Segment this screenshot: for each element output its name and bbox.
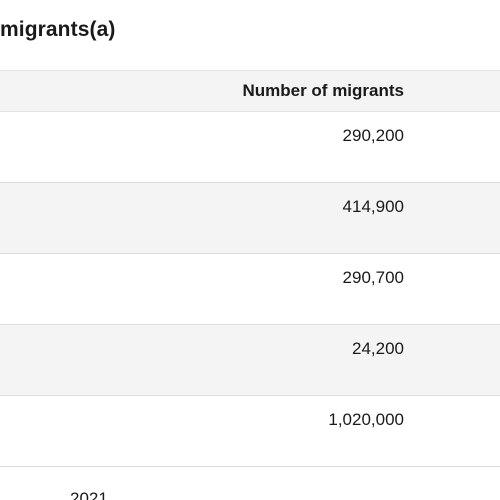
table-row: 1,020,000: [0, 396, 500, 467]
table-cell-value: 414,900: [342, 197, 404, 216]
table-title: migrants(a): [0, 18, 116, 41]
migrants-table: Number of migrants 290,200 414,900 290,7…: [0, 70, 500, 467]
table-header-row: Number of migrants: [0, 70, 500, 112]
table-cell-value: 1,020,000: [328, 410, 404, 429]
footnote-text: 2021: [70, 488, 130, 500]
column-header-number-of-migrants: Number of migrants: [242, 81, 404, 100]
footnote-year: 2021: [70, 489, 108, 500]
table-cell-value: 24,200: [352, 339, 404, 358]
table-row: 24,200: [0, 325, 500, 396]
table-cell-value: 290,700: [342, 268, 404, 287]
table-row: 414,900: [0, 183, 500, 254]
table-row: 290,700: [0, 254, 500, 325]
table-cell-value: 290,200: [342, 126, 404, 145]
table-row: 290,200: [0, 112, 500, 183]
